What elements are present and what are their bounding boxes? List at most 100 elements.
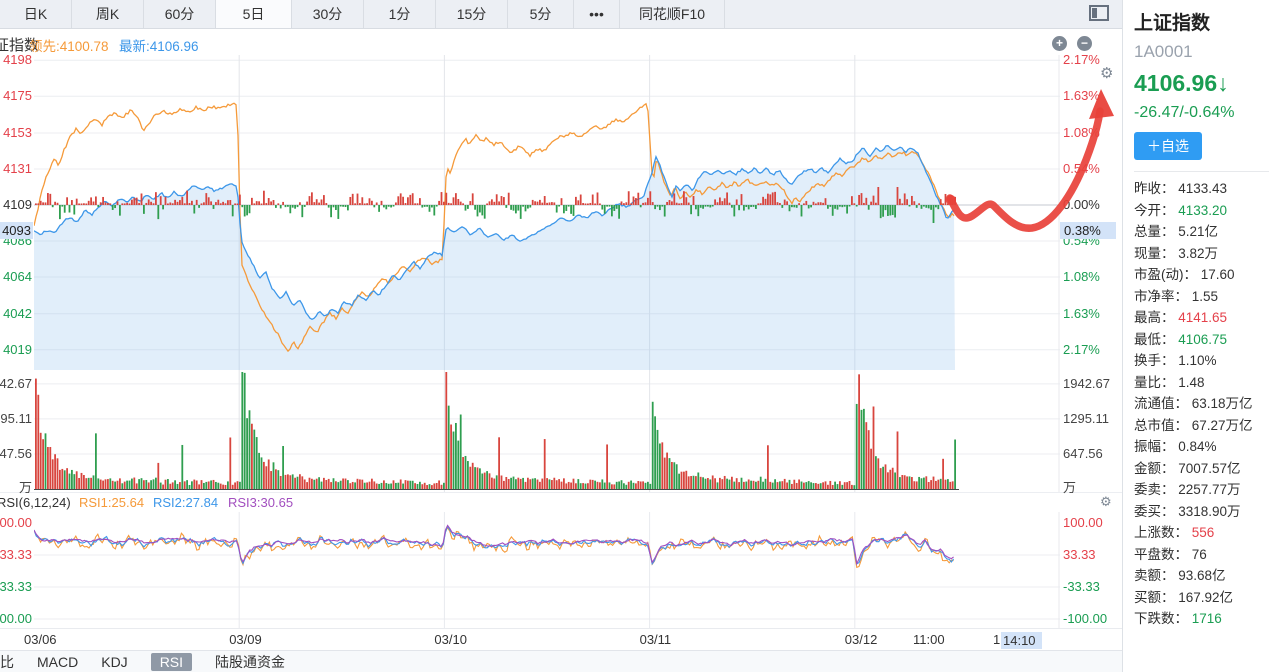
stat-row-量比: 量比： 1.48 — [1134, 372, 1280, 394]
stat-value: 67.27万亿 — [1188, 417, 1253, 433]
toolbar-tab-60分[interactable]: 60分 — [144, 0, 216, 28]
stat-row-流通值: 流通值： 63.18万亿 — [1134, 393, 1280, 415]
rsi-pane-chart[interactable] — [34, 512, 1060, 628]
rsi1-value-label: RSI1:25.64 — [79, 495, 145, 510]
index-name-label: 上证指数 — [0, 37, 40, 54]
stat-value: 3.82万 — [1174, 245, 1219, 261]
x-axis-date-03/10: 03/10 — [434, 632, 467, 647]
rsi-settings-gear-icon[interactable]: ⚙ — [1100, 494, 1112, 509]
stat-row-平盘数: 平盘数： 76 — [1134, 544, 1280, 566]
x-axis-time-tick: 11:00 — [913, 632, 945, 647]
rsi-params-label: RSI(6,12,24) — [0, 495, 71, 510]
toolbar-tab-日K[interactable]: 日K — [0, 0, 72, 28]
zoom-out-icon[interactable]: − — [1077, 36, 1092, 51]
x-axis-row: 03/06 03/09 03/10 03/11 03/12 11:00 1 14:10 — [0, 628, 1122, 651]
chart-settings-gear-icon[interactable]: ⚙ — [1100, 65, 1114, 82]
indicator-tab-KDJ[interactable]: KDJ — [101, 654, 128, 670]
volume-axis-label: 万 — [1063, 480, 1077, 495]
percent-axis-label: 0.00% — [1063, 197, 1100, 212]
stat-value: 167.92亿 — [1174, 589, 1234, 605]
rsi-axis-label: -33.33 — [1063, 578, 1100, 594]
toolbar-tab-周K[interactable]: 周K — [72, 0, 144, 28]
latest-value-label: 最新:4106.96 — [119, 39, 199, 54]
stat-value: 2257.77万 — [1174, 482, 1241, 497]
stat-value: 4133.20 — [1174, 202, 1228, 218]
stat-row-市净率: 市净率： 1.55 — [1134, 286, 1280, 308]
indicator-tab-MACD[interactable]: MACD — [37, 654, 79, 670]
rsi-axis-label: -100.00 — [1063, 611, 1108, 626]
stat-value: 5.21亿 — [1174, 224, 1219, 239]
rsi-axis-label: -33.33 — [0, 578, 32, 594]
percent-axis-label: 2.17% — [1063, 52, 1100, 68]
rsi-axis-label: 33.33 — [1063, 547, 1096, 562]
stat-row-金额: 金额： 7007.57亿 — [1134, 458, 1280, 480]
stat-row-委卖: 委卖： 2257.77万 — [1134, 479, 1280, 501]
stat-label: 市盈(动)： — [1134, 267, 1197, 282]
toolbar-tab-1分[interactable]: 1分 — [364, 0, 436, 28]
volume-axis-label: 万 — [18, 480, 32, 495]
price-pane-chart[interactable] — [34, 55, 1060, 370]
leading-value-label: 领先:4100.78 — [29, 39, 109, 54]
volume-axis-label: 647.56 — [1063, 445, 1103, 461]
stat-value: 4106.75 — [1174, 331, 1228, 347]
indicator-tabs: 量比 MACD KDJ RSI 陆股通资金 — [0, 650, 1122, 672]
x-axis-date-03/12: 03/12 — [844, 632, 878, 647]
price-axis-label: 4109 — [3, 197, 32, 212]
volume-pane-chart[interactable] — [34, 370, 1060, 492]
stat-label: 委买： — [1134, 503, 1175, 519]
stat-value: 3318.90万 — [1174, 503, 1241, 519]
crosshair-percent-badge: 0.38% — [1060, 222, 1116, 239]
indicator-tab-陆股通资金[interactable]: 陆股通资金 — [215, 654, 286, 670]
rsi-axis-label: 33.33 — [0, 547, 32, 562]
zoom-in-icon[interactable]: + — [1052, 36, 1067, 51]
stat-row-换手: 换手： 1.10% — [1134, 350, 1280, 372]
stat-row-昨收: 昨收： 4133.43 — [1134, 178, 1280, 200]
quote-sidebar: 上证指数 1A0001 4106.96↓ -26.47/-0.64% ＋自选 昨… — [1122, 0, 1280, 672]
toolbar-tab-15分[interactable]: 15分 — [436, 0, 508, 28]
stat-value: 7007.57亿 — [1174, 460, 1241, 476]
toolbar-tab-•••[interactable]: ••• — [574, 0, 620, 28]
stat-label: 换手： — [1134, 353, 1175, 368]
volume-axis-label: 1942.67 — [0, 375, 32, 391]
x-axis-date-03/11: 03/11 — [639, 632, 672, 647]
stat-row-买额: 买额： 167.92亿 — [1134, 587, 1280, 609]
stat-row-下跌数: 下跌数： 1716 — [1134, 608, 1280, 630]
stat-value: 1.10% — [1174, 353, 1217, 368]
stat-value: 1.55 — [1188, 288, 1219, 304]
stat-value: 0.84% — [1174, 439, 1217, 454]
stat-label: 委卖： — [1134, 482, 1175, 497]
stat-label: 总市值： — [1134, 417, 1188, 433]
indicator-tab-量比[interactable]: 量比 — [0, 654, 14, 670]
stat-value: 63.18万亿 — [1188, 396, 1253, 411]
stat-label: 振幅： — [1134, 439, 1175, 454]
crosshair-time-prefix: 1 — [993, 632, 1001, 647]
period-toolbar: 日K 周K 60分 5日 30分 1分 15分 5分 ••• 同花顺F10 — [0, 0, 1122, 29]
stat-value: 4133.43 — [1174, 181, 1228, 196]
volume-axis-label: 1942.67 — [1063, 375, 1110, 391]
sidebar-divider — [1134, 171, 1269, 172]
stat-label: 昨收： — [1134, 181, 1175, 196]
panel-toggle-icon[interactable] — [1089, 5, 1109, 21]
stat-row-卖额: 卖额： 93.68亿 — [1134, 565, 1280, 587]
crosshair-time-badge: 14:10 — [1001, 632, 1042, 649]
stat-label: 量比： — [1134, 374, 1175, 390]
stat-label: 金额： — [1134, 460, 1175, 476]
stat-label: 买额： — [1134, 589, 1175, 605]
rsi-axis-label: 100.00 — [1063, 515, 1103, 530]
toolbar-tab-30分[interactable]: 30分 — [292, 0, 364, 28]
stat-value: 1.48 — [1174, 374, 1205, 390]
stat-value: 17.60 — [1197, 267, 1235, 282]
percent-axis-label: 1.63% — [1063, 305, 1100, 321]
price-change: -26.47/-0.64% — [1134, 104, 1235, 121]
indicator-tab-RSI[interactable]: RSI — [150, 653, 193, 671]
stat-label: 市净率： — [1134, 288, 1188, 304]
add-watchlist-button[interactable]: ＋自选 — [1134, 132, 1202, 160]
stat-value: 1716 — [1188, 611, 1222, 626]
stat-value: 76 — [1188, 546, 1207, 562]
stat-label: 最低： — [1134, 331, 1175, 347]
toolbar-tab-5分[interactable]: 5分 — [508, 0, 574, 28]
crosshair-price-badge: 4093 — [0, 222, 33, 239]
toolbar-tab-同花顺F10[interactable]: 同花顺F10 — [620, 0, 725, 28]
chart-area[interactable]: 上证指数 领先:4100.78 最新:4106.96 + − ⚙ RSI(6,1… — [0, 0, 1122, 672]
toolbar-tab-5日[interactable]: 5日 — [216, 0, 292, 28]
